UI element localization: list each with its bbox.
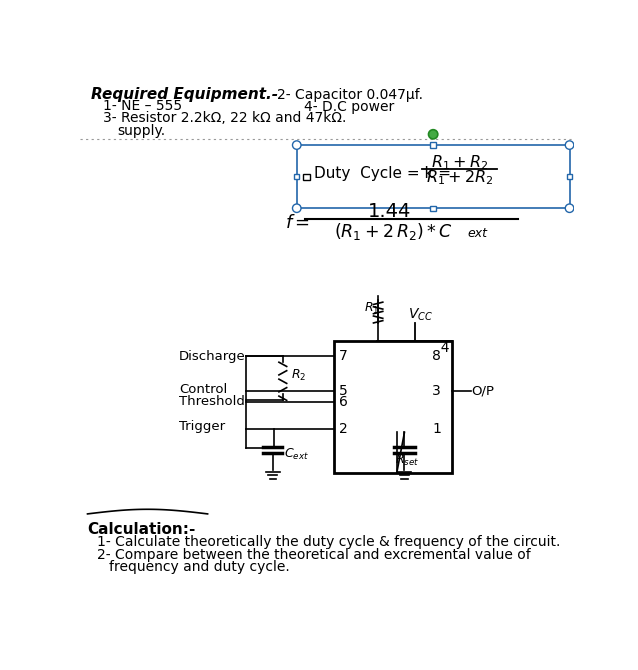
Text: 4: 4 bbox=[433, 341, 450, 355]
Text: 1: 1 bbox=[433, 422, 441, 436]
Bar bbox=[294, 174, 299, 180]
Text: frequency and duty cycle.: frequency and duty cycle. bbox=[109, 560, 290, 574]
Text: 8: 8 bbox=[433, 349, 441, 363]
Text: O/P: O/P bbox=[471, 384, 494, 397]
Text: 7: 7 bbox=[339, 349, 348, 363]
Bar bbox=[431, 206, 436, 211]
Text: $R_{set}$: $R_{set}$ bbox=[395, 453, 420, 468]
Bar bbox=[431, 143, 436, 148]
Text: 3: 3 bbox=[433, 384, 441, 398]
Text: $R_2$: $R_2$ bbox=[290, 368, 306, 383]
Text: $R_1$: $R_1$ bbox=[364, 301, 380, 316]
Text: 1- NE – 555: 1- NE – 555 bbox=[103, 99, 182, 113]
Text: Trigger: Trigger bbox=[179, 420, 225, 433]
Text: ext: ext bbox=[467, 227, 487, 240]
Text: $R_1 + R_2$: $R_1 + R_2$ bbox=[431, 153, 488, 172]
Circle shape bbox=[565, 141, 574, 149]
Text: 2- Capacitor 0.047μf.: 2- Capacitor 0.047μf. bbox=[278, 88, 424, 102]
Text: 3- Resistor 2.2kΩ, 22 kΩ and 47kΩ.: 3- Resistor 2.2kΩ, 22 kΩ and 47kΩ. bbox=[103, 111, 346, 125]
Text: 1- Calculate theoretically the duty cycle & frequency of the circuit.: 1- Calculate theoretically the duty cycl… bbox=[97, 535, 560, 549]
Text: Discharge: Discharge bbox=[179, 350, 246, 362]
Text: 4- D.C power: 4- D.C power bbox=[304, 100, 395, 115]
Text: 2- Compare between the theoretical and excremental value of: 2- Compare between the theoretical and e… bbox=[97, 548, 531, 561]
Bar bbox=[334, 340, 452, 473]
Text: 1.44: 1.44 bbox=[368, 202, 412, 221]
Text: 5: 5 bbox=[339, 384, 348, 398]
Text: 6: 6 bbox=[339, 395, 348, 409]
Bar bbox=[297, 145, 570, 208]
Text: $V_{CC}$: $V_{CC}$ bbox=[408, 307, 433, 324]
Circle shape bbox=[292, 204, 301, 212]
Text: $f =$: $f =$ bbox=[285, 214, 310, 232]
Circle shape bbox=[292, 141, 301, 149]
Bar bbox=[303, 174, 310, 180]
Text: Control: Control bbox=[179, 383, 227, 397]
Text: $C_{ext}$: $C_{ext}$ bbox=[283, 447, 309, 462]
Text: Threshold: Threshold bbox=[179, 395, 245, 408]
Text: Required Equipment.-: Required Equipment.- bbox=[91, 86, 279, 102]
Text: 2: 2 bbox=[339, 422, 348, 436]
Text: Calculation:-: Calculation:- bbox=[87, 522, 196, 537]
Text: Duty  Cycle = k =: Duty Cycle = k = bbox=[314, 166, 451, 181]
Text: supply.: supply. bbox=[117, 123, 165, 137]
Text: $R_1 + 2R_2$: $R_1 + 2R_2$ bbox=[426, 168, 493, 187]
Circle shape bbox=[565, 204, 574, 212]
Text: $(R_1 + 2\,R_2) * C$: $(R_1 + 2\,R_2) * C$ bbox=[334, 221, 453, 242]
Bar bbox=[567, 174, 572, 180]
Circle shape bbox=[429, 130, 438, 139]
